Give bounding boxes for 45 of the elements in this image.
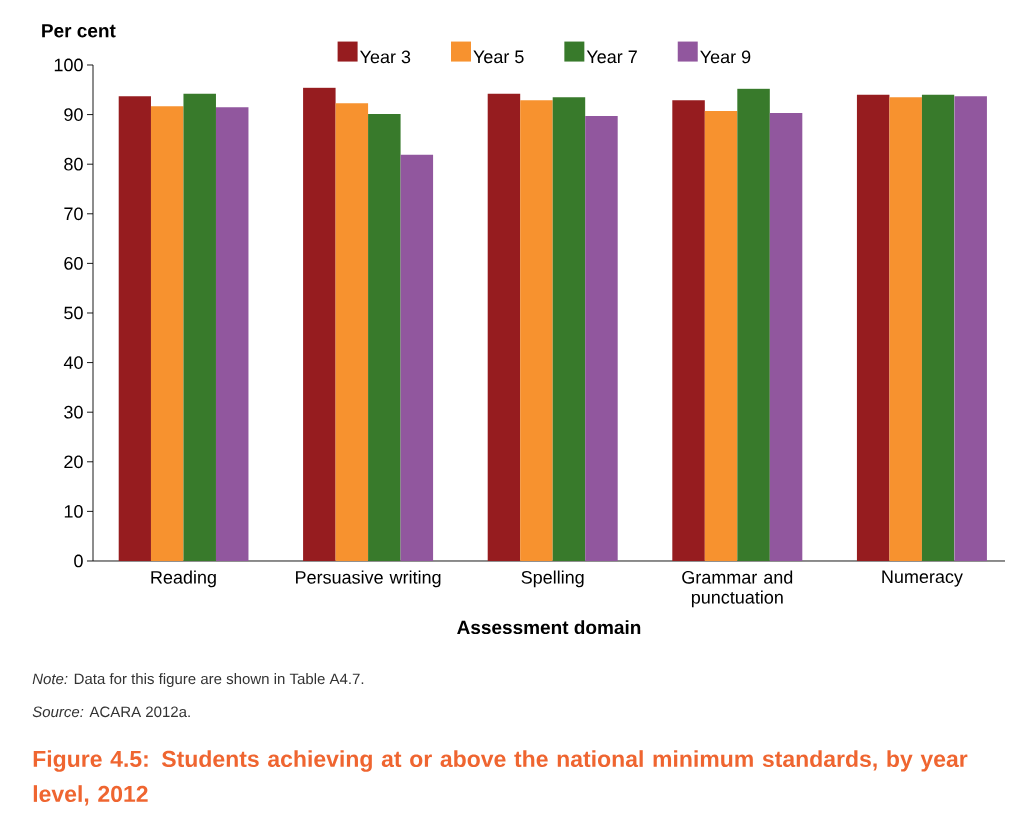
x-tick-label: Spelling — [521, 570, 584, 588]
bar — [183, 93, 216, 561]
bar — [150, 106, 184, 561]
y-tick-label: 50 — [64, 306, 83, 320]
bar — [303, 87, 336, 561]
y-tick-label: 80 — [64, 157, 83, 171]
text: Figure 4.5: Students achieving at or above the national minimum standards, by year level, 2012 — [33, 750, 968, 806]
y-tick-label: 0 — [74, 554, 83, 568]
bar — [889, 97, 922, 561]
bar — [954, 96, 987, 561]
bar — [520, 100, 553, 561]
bar — [487, 93, 521, 561]
bar — [737, 88, 770, 561]
bar — [704, 111, 738, 561]
bar — [400, 154, 434, 561]
legend-label: Year 5 — [473, 50, 524, 64]
bar — [585, 116, 618, 561]
legend-label: Year 9 — [700, 50, 751, 64]
bar — [672, 100, 705, 561]
bar — [921, 94, 955, 561]
bar — [215, 107, 249, 561]
y-tick-label: 10 — [64, 505, 83, 518]
bar — [335, 103, 369, 561]
y-tick-label: 90 — [64, 108, 83, 121]
x-tick-label: Reading — [151, 570, 216, 588]
y-tick-label: 60 — [64, 257, 83, 270]
y-tick-label: 40 — [63, 356, 83, 369]
x-tick-label: Numeracy — [882, 570, 963, 587]
bar — [368, 114, 401, 561]
x-axis-title: Assessment domain — [457, 620, 641, 635]
bar — [118, 96, 151, 561]
y-axis-title: Per cent — [42, 24, 116, 38]
y-tick-label: 20 — [64, 455, 83, 469]
bar — [856, 94, 890, 561]
text: Source: ACARA 2012a. — [32, 706, 190, 718]
legend-label: Year 7 — [586, 50, 637, 64]
y-tick-label: 70 — [64, 207, 83, 221]
x-tick-label: Grammar and punctuation — [682, 570, 793, 608]
y-tick-label: 100 — [54, 58, 83, 72]
text: Note: Data for this figure are shown in Table A4.7. — [32, 673, 364, 688]
legend-label: Year 3 — [359, 50, 411, 64]
bar — [769, 113, 803, 561]
bar — [552, 97, 586, 561]
x-tick-label: Persuasive writing — [296, 570, 441, 588]
y-tick-label: 30 — [64, 405, 83, 419]
